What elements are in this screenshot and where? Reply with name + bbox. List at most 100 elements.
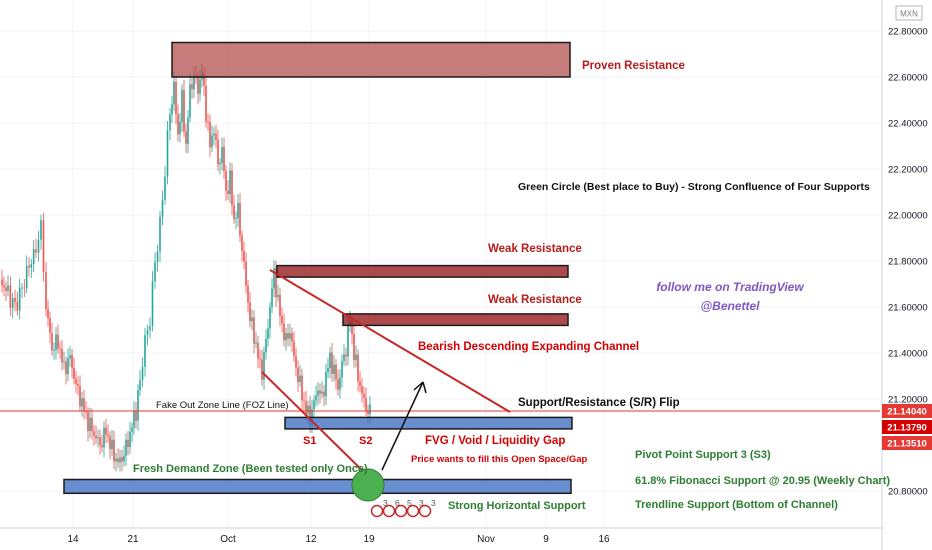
candle-body xyxy=(99,437,101,446)
candle-body xyxy=(295,355,297,368)
candle-body xyxy=(365,397,367,412)
candle-body xyxy=(223,146,225,171)
green-circle-note: Green Circle (Best place to Buy) - Stron… xyxy=(518,181,870,193)
price-label-text: 21.13510 xyxy=(887,439,927,450)
candle-body xyxy=(11,298,14,308)
candle-body xyxy=(341,361,343,378)
candle-body xyxy=(121,457,123,462)
candle-body xyxy=(28,265,30,268)
candle-body xyxy=(154,261,156,282)
candle-body xyxy=(343,354,345,362)
candle-body xyxy=(185,131,187,144)
projection-arrow xyxy=(381,381,424,471)
candle-body xyxy=(235,218,237,219)
candle-body xyxy=(283,323,285,341)
candle-body xyxy=(177,114,179,135)
candle-body xyxy=(173,81,175,105)
candle-body xyxy=(323,391,325,397)
candle-body xyxy=(271,288,273,308)
y-tick-label: 21.60000 xyxy=(888,303,928,314)
candle-body xyxy=(219,162,221,165)
candle-body xyxy=(30,264,33,268)
candle-body xyxy=(203,72,205,86)
candle-body xyxy=(245,261,247,286)
candle-body xyxy=(42,220,45,272)
candle-body xyxy=(125,439,127,456)
candle-body xyxy=(313,400,315,410)
candle-body xyxy=(181,90,183,122)
candle-body xyxy=(251,317,253,322)
candle-body xyxy=(193,75,195,90)
grid xyxy=(0,0,882,528)
candle-body xyxy=(347,326,349,357)
candle-body xyxy=(339,377,341,390)
trendline-support-label: Trendline Support (Bottom of Channel) xyxy=(635,499,838,511)
candle-body xyxy=(115,458,117,462)
candle-body xyxy=(351,320,353,335)
fib-label: 61.8% Fibonacci Support @ 20.95 (Weekly … xyxy=(635,475,890,487)
candle-body xyxy=(9,285,12,308)
candle-body xyxy=(309,405,311,426)
price-axis xyxy=(882,0,932,550)
demand-zone-label: Fresh Demand Zone (Been tested only Once… xyxy=(133,463,368,475)
channel-label: Bearish Descending Expanding Channel xyxy=(418,341,639,353)
candle-body xyxy=(139,380,141,391)
candle-body xyxy=(179,121,181,135)
candle-body xyxy=(305,401,307,414)
candle-body xyxy=(259,358,261,360)
candle-body xyxy=(79,385,81,407)
pivot-label: Pivot Point Support 3 (S3) xyxy=(635,449,771,461)
candle-body xyxy=(109,436,111,450)
candle-body xyxy=(367,411,369,414)
y-tick-labels: 22.80000 22.60000 22.40000 22.20000 22.00000… xyxy=(888,27,928,498)
candle-body xyxy=(137,390,139,421)
candle-body xyxy=(63,361,65,363)
demand-zone xyxy=(63,478,572,495)
candle-body xyxy=(187,117,189,144)
channel-lower-line xyxy=(261,371,373,481)
candle-body xyxy=(65,361,67,375)
y-tick-label: 20.80000 xyxy=(888,487,928,498)
candle-body xyxy=(269,307,271,329)
candle-body xyxy=(37,239,40,253)
y-tick-label: 22.60000 xyxy=(888,73,928,84)
candle-body xyxy=(25,265,28,289)
candle-body xyxy=(209,121,211,148)
price-label-box xyxy=(882,420,932,434)
candle-body xyxy=(107,434,109,437)
candle-body xyxy=(67,358,69,375)
candle-body xyxy=(263,352,265,380)
candle-body xyxy=(95,435,97,439)
candle-body xyxy=(255,342,257,344)
x-tick-label: 9 xyxy=(543,534,549,545)
event-marker-count: 3 xyxy=(383,498,388,508)
projection-arrow-head xyxy=(413,381,427,394)
candle-body xyxy=(49,318,51,334)
candle-body xyxy=(3,285,5,288)
candle-body xyxy=(129,431,131,447)
price-label-box xyxy=(882,404,932,418)
candle-body xyxy=(229,170,231,195)
candle-body xyxy=(159,216,161,252)
event-marker-count: 3 xyxy=(419,498,424,508)
channel-upper-line xyxy=(269,269,511,413)
candle-body xyxy=(303,400,305,402)
horizontal-support-label: Strong Horizontal Support xyxy=(448,500,586,512)
candle-body xyxy=(291,333,293,342)
price-labels[interactable]: 21.14040 21.13790 21.13510 xyxy=(882,404,932,450)
candle-body xyxy=(127,439,129,447)
x-tick-label: 16 xyxy=(598,534,610,545)
candle-body xyxy=(253,317,255,344)
candle-body xyxy=(21,287,23,289)
x-tick-label: 14 xyxy=(67,534,79,545)
candle-body xyxy=(18,287,21,311)
candle-body xyxy=(265,338,267,353)
y-tick-label: 21.40000 xyxy=(888,349,928,360)
foz-label: Fake Out Zone Line (FOZ Line) xyxy=(156,400,289,411)
candle-body xyxy=(59,348,61,350)
candle-body xyxy=(166,130,169,177)
candle-body xyxy=(331,352,333,374)
candle-body xyxy=(53,350,55,352)
